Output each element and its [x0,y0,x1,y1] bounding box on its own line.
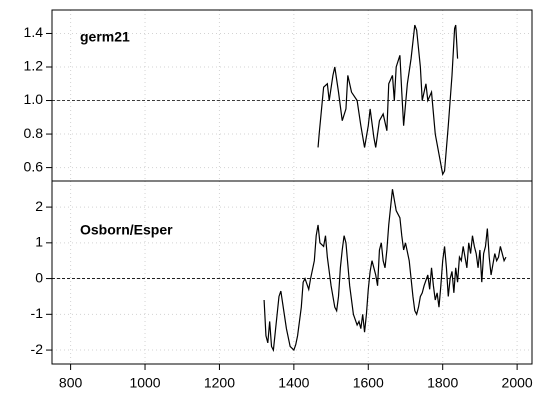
y-tick-label: 2 [35,198,43,214]
x-tick-label: 2000 [502,375,533,391]
x-tick-label: 1200 [204,375,235,391]
y-tick-label: 0 [35,269,43,285]
y-tick-label: 1.0 [24,91,44,107]
panel-label: Osborn/Esper [80,222,173,238]
data-line [263,189,507,353]
y-tick-label: 1.4 [24,24,44,40]
x-tick-label: 1800 [427,375,458,391]
y-tick-label: 1 [35,234,43,250]
y-tick-label: 0.8 [24,125,44,141]
x-tick-label: 1000 [129,375,160,391]
x-tick-label: 800 [59,375,83,391]
y-tick-label: 0.6 [24,158,44,174]
y-tick-label: -2 [31,341,44,357]
plot-frame [51,180,533,365]
data-line [317,24,459,177]
y-tick-label: -1 [31,305,44,321]
panel-label: germ21 [80,29,130,45]
y-tick-label: 1.2 [24,58,44,74]
x-tick-label: 1400 [278,375,309,391]
x-tick-label: 1600 [353,375,384,391]
